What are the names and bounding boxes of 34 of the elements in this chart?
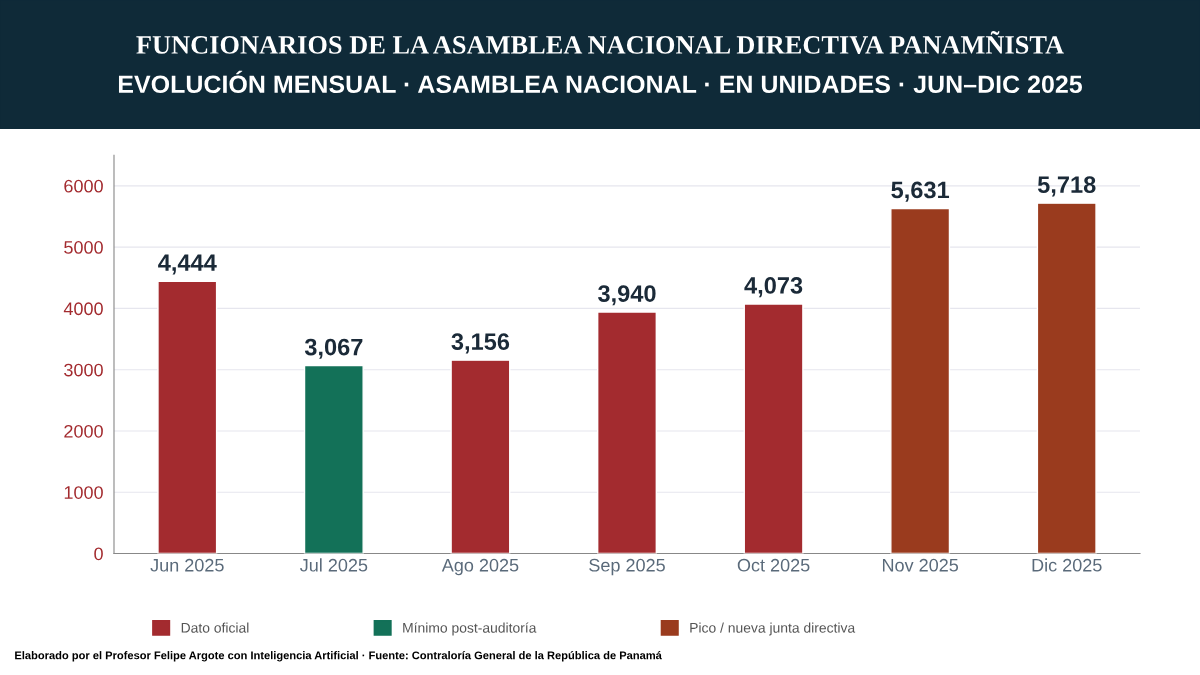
y-tick-label: 6000: [64, 179, 103, 193]
chart-subtitle: EVOLUCIÓN MENSUAL · ASAMBLEA NACIONAL · EN UNIDADES · JUN–DIC 2025: [118, 70, 1082, 94]
bar: [596, 311, 658, 554]
chart-title: FUNCIONARIOS DE LA ASAMBLEA NACIONAL DIRECTIVA PANAMÑISTA: [136, 31, 1064, 54]
bar: [303, 364, 364, 554]
data-label: 3,067: [304, 338, 363, 359]
data-label: 5,718: [1037, 176, 1096, 197]
bar: [1036, 202, 1097, 554]
x-tick-label: Nov 2025: [882, 558, 959, 572]
data-label: 4,444: [158, 254, 217, 275]
x-tick-label: Jun 2025: [150, 558, 224, 572]
data-label: 3,156: [451, 333, 510, 354]
bar: [157, 280, 218, 554]
legend-label: Pico / nueva junta directiva: [690, 622, 856, 636]
y-tick-label: 5000: [64, 241, 103, 254]
text: Elaborado por el Profesor Felipe Argote con Inteligencia Artificial · Fuente: Contraloría General de la República de Panamá: [15, 651, 662, 662]
x-tick-label: Oct 2025: [737, 558, 810, 572]
data-label: 3,940: [598, 285, 656, 306]
x-tick-label: Dic 2025: [1032, 558, 1102, 572]
y-tick-label: 0: [94, 547, 103, 561]
legend-label: Dato oficial: [181, 622, 249, 633]
y-tick-label: 1000: [64, 486, 103, 499]
data-label: 4,073: [744, 277, 803, 298]
x-tick-label: Sep 2025: [589, 558, 665, 576]
y-tick-label: 3000: [64, 363, 103, 377]
bar: [743, 303, 804, 554]
bar: [450, 359, 511, 554]
y-tick-label: 4000: [63, 302, 103, 316]
y-tick-label: 2000: [64, 424, 103, 438]
x-tick-label: Jul 2025: [300, 558, 368, 572]
bar: [890, 207, 951, 554]
x-tick-label: Ago 2025: [441, 558, 519, 576]
legend-label: Mínimo post-auditoría: [403, 622, 537, 636]
data-label: 5,631: [891, 181, 950, 202]
